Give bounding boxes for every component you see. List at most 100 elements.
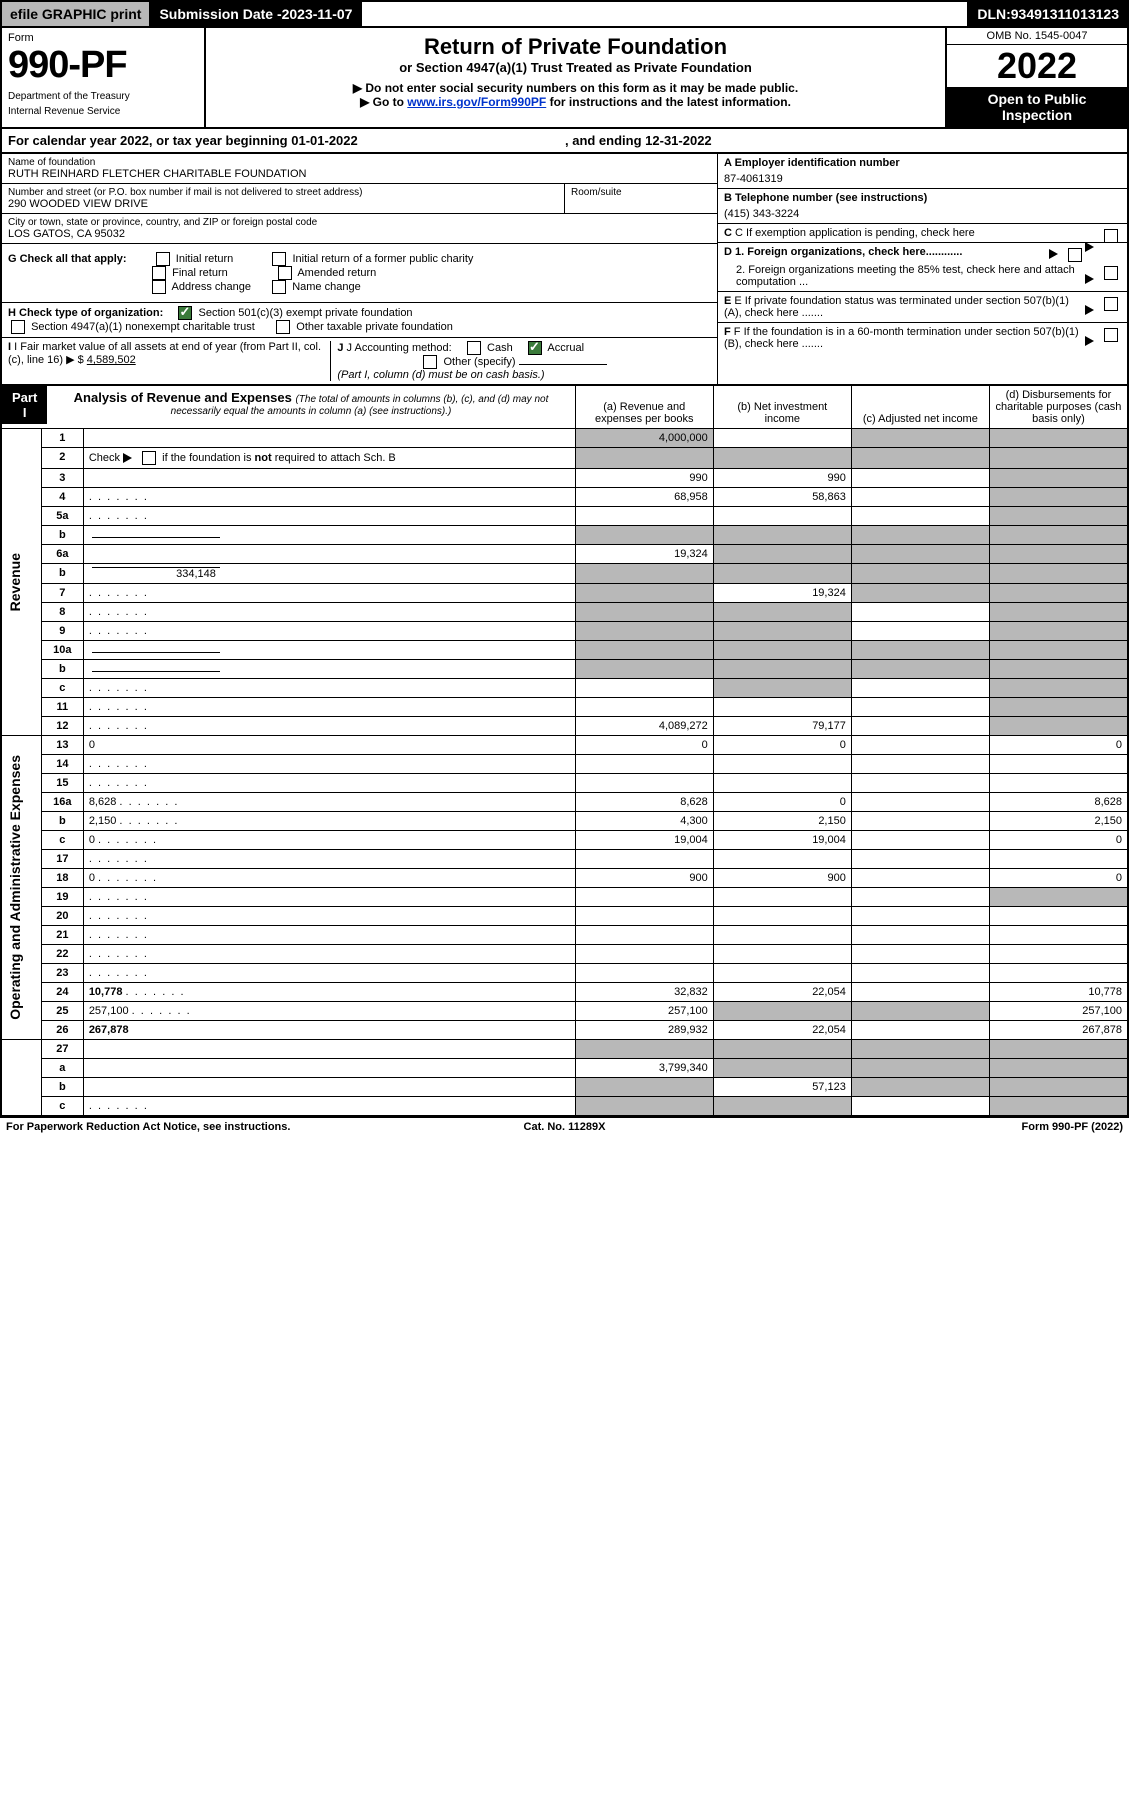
cell-col-a [575, 945, 713, 964]
chk-d2[interactable] [1104, 266, 1118, 280]
line-number: 18 [41, 869, 83, 888]
cell-col-a [575, 926, 713, 945]
chk-d1[interactable] [1068, 248, 1082, 262]
ein-cell: A Employer identification number 87-4061… [718, 154, 1127, 189]
cell-col-a [575, 584, 713, 603]
cell-col-c [851, 1002, 989, 1021]
calendar-year-row: For calendar year 2022, or tax year begi… [0, 129, 1129, 154]
chk-final-return[interactable] [152, 266, 166, 280]
chk-cash[interactable] [467, 341, 481, 355]
chk-accrual[interactable] [528, 341, 542, 355]
efile-print-button[interactable]: efile GRAPHIC print [2, 2, 151, 26]
cell-col-d [989, 507, 1128, 526]
chk-4947a1[interactable] [11, 320, 25, 334]
cell-col-c [851, 545, 989, 564]
chk-initial-public[interactable] [272, 252, 286, 266]
ein-value: 87-4061319 [724, 173, 1121, 185]
identity-grid: Name of foundation RUTH REINHARD FLETCHE… [0, 154, 1129, 384]
cell-col-d [989, 584, 1128, 603]
cell-col-b: 0 [713, 736, 851, 755]
cell-col-c [851, 869, 989, 888]
cell-col-a: 68,958 [575, 488, 713, 507]
c-cell: C C If exemption application is pending,… [718, 224, 1127, 243]
cell-col-b [713, 1002, 851, 1021]
phone-label: B Telephone number (see instructions) [724, 192, 1121, 204]
cell-col-d [989, 603, 1128, 622]
cell-col-a [575, 888, 713, 907]
cell-col-a: 289,932 [575, 1021, 713, 1040]
form-label: Form [8, 32, 198, 44]
cell-col-b [713, 850, 851, 869]
cell-col-c [851, 622, 989, 641]
instr-2-pre: ▶ Go to [360, 95, 407, 109]
room-label: Room/suite [571, 187, 711, 198]
line-number: 6a [41, 545, 83, 564]
cell-col-b [713, 755, 851, 774]
line-description: 334,148 [83, 564, 575, 584]
cell-col-b [713, 526, 851, 545]
h-check-cell: H Check type of organization: Section 50… [2, 303, 717, 338]
line-description: . . . . . . . [83, 850, 575, 869]
form-link[interactable]: www.irs.gov/Form990PF [407, 95, 546, 109]
cell-col-c [851, 850, 989, 869]
line-description: . . . . . . . [83, 488, 575, 507]
cell-col-d [989, 698, 1128, 717]
cell-col-c [851, 831, 989, 850]
cell-col-a [575, 698, 713, 717]
chk-501c3[interactable] [178, 306, 192, 320]
table-row: 22 . . . . . . . [1, 945, 1128, 964]
chk-e[interactable] [1104, 297, 1118, 311]
table-row: Revenue14,000,000 [1, 429, 1128, 448]
chk-exemption-pending[interactable] [1104, 229, 1118, 243]
chk-address-change[interactable] [152, 280, 166, 294]
line-number: 12 [41, 717, 83, 736]
cell-col-c [851, 469, 989, 488]
cell-col-b [713, 622, 851, 641]
cell-col-b [713, 448, 851, 469]
dln-value: 93491311013123 [1011, 6, 1119, 22]
cell-col-a [575, 1078, 713, 1097]
cell-col-d: 257,100 [989, 1002, 1128, 1021]
opt-amended: Amended return [297, 267, 376, 279]
cell-col-d [989, 1040, 1128, 1059]
cell-col-b: 900 [713, 869, 851, 888]
header-left: Form 990-PF Department of the Treasury I… [2, 28, 206, 127]
table-row: b2,150 . . . . . . .4,3002,1502,150 [1, 812, 1128, 831]
cell-col-a: 900 [575, 869, 713, 888]
table-row: 180 . . . . . . .9009000 [1, 869, 1128, 888]
form-title: Return of Private Foundation [216, 34, 935, 60]
chk-amended[interactable] [278, 266, 292, 280]
line-number: 2 [41, 448, 83, 469]
cell-col-d [989, 717, 1128, 736]
table-row: 9 . . . . . . . [1, 622, 1128, 641]
part-i-label: Part I [2, 386, 47, 424]
cell-col-d: 10,778 [989, 983, 1128, 1002]
opt-other-method: Other (specify) [443, 356, 515, 368]
line-description: . . . . . . . [83, 926, 575, 945]
cell-col-a [575, 1040, 713, 1059]
chk-f[interactable] [1104, 328, 1118, 342]
cell-col-d: 0 [989, 869, 1128, 888]
cell-col-a: 3,799,340 [575, 1059, 713, 1078]
line-description: . . . . . . . [83, 622, 575, 641]
table-row: c0 . . . . . . .19,00419,0040 [1, 831, 1128, 850]
cell-col-b [713, 926, 851, 945]
line-description: 0 . . . . . . . [83, 831, 575, 850]
line-number: c [41, 831, 83, 850]
chk-other-method[interactable] [423, 355, 437, 369]
chk-name-change[interactable] [272, 280, 286, 294]
line-number: b [41, 564, 83, 584]
bottom-tbody: 27a3,799,340b57,123c . . . . . . . [1, 1040, 1128, 1117]
table-row: 2410,778 . . . . . . .32,83222,05410,778 [1, 983, 1128, 1002]
line-number: 9 [41, 622, 83, 641]
chk-other-taxable[interactable] [276, 320, 290, 334]
cell-col-b [713, 698, 851, 717]
opt-initial-return: Initial return [176, 253, 233, 265]
table-row: 7 . . . . . . .19,324 [1, 584, 1128, 603]
line-number: 20 [41, 907, 83, 926]
cell-col-b: 19,004 [713, 831, 851, 850]
chk-initial-return[interactable] [156, 252, 170, 266]
cell-col-b: 2,150 [713, 812, 851, 831]
cell-col-a [575, 850, 713, 869]
cell-col-a [575, 507, 713, 526]
